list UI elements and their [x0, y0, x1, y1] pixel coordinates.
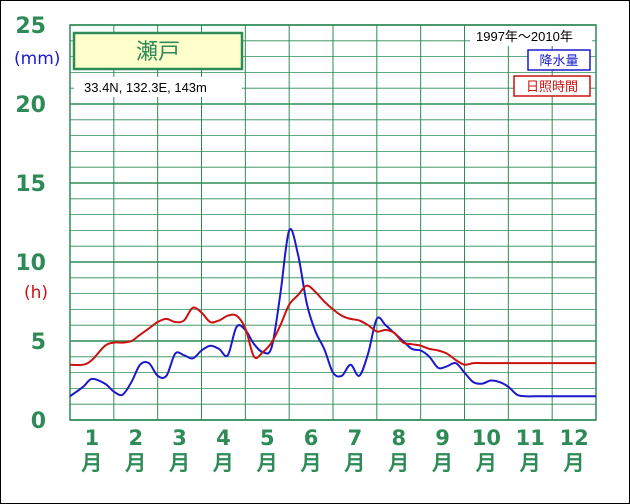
- legend-sun-box: [513, 75, 591, 97]
- x-tick-label: 10: [472, 426, 501, 450]
- y-tick-label: 0: [31, 409, 46, 434]
- y-tick-label: 15: [15, 172, 46, 197]
- x-tick-label: 4: [216, 426, 231, 450]
- x-tick-label: 7: [348, 426, 363, 450]
- x-tick-unit: 月: [431, 451, 453, 475]
- series-line-rain: [69, 228, 596, 398]
- location-label: 33.4N, 132.3E, 143m: [84, 80, 207, 95]
- x-tick-unit: 月: [256, 451, 278, 475]
- x-tick-unit: 月: [519, 451, 541, 475]
- x-tick-unit: 月: [168, 451, 190, 475]
- legend-rain-box: [527, 49, 591, 71]
- x-tick-label: 11: [516, 426, 545, 450]
- series-line-sun: [69, 284, 596, 367]
- legend-sun-label: 日照時間: [526, 80, 578, 95]
- y-tick-labels: 0 5 10 15 20 25: [15, 14, 46, 434]
- plot-border: [69, 24, 597, 421]
- period-box: [470, 26, 592, 46]
- y-tick-label: 25: [15, 14, 46, 39]
- y-tick-label: 10: [15, 251, 46, 276]
- x-tick-label: 12: [559, 426, 588, 450]
- y-tick-label: 5: [31, 330, 46, 355]
- location-box: [74, 77, 242, 97]
- x-tick-label: 8: [391, 426, 406, 450]
- y-unit-rain: (mm): [14, 49, 60, 69]
- x-tick-label: 1: [85, 426, 100, 450]
- x-tick-label: 2: [128, 426, 143, 450]
- x-tick-label: 5: [260, 426, 275, 450]
- x-tick-unit: 月: [80, 451, 102, 475]
- x-tick-unit: 月: [212, 451, 234, 475]
- chart-title: 瀬戸: [136, 40, 180, 65]
- x-tick-unit: 月: [343, 451, 365, 475]
- title-box: [72, 31, 244, 71]
- period-label: 1997年〜2010年: [476, 29, 573, 44]
- x-tick-label: 3: [172, 426, 187, 450]
- x-tick-unit: 月: [387, 451, 409, 475]
- x-tick-label: 9: [435, 426, 450, 450]
- legend-rain-label: 降水量: [539, 54, 578, 69]
- x-tick-label: 6: [304, 426, 319, 450]
- y-tick-label: 20: [15, 93, 46, 118]
- y-unit-sun: (h): [24, 283, 48, 303]
- x-tick-unit: 月: [300, 451, 322, 475]
- series-group: [69, 228, 596, 398]
- x-tick-unit: 月: [475, 451, 497, 475]
- legend: 降水量 日照時間: [513, 49, 591, 97]
- x-tick-unit: 月: [124, 451, 146, 475]
- x-tick-unit: 月: [563, 451, 585, 475]
